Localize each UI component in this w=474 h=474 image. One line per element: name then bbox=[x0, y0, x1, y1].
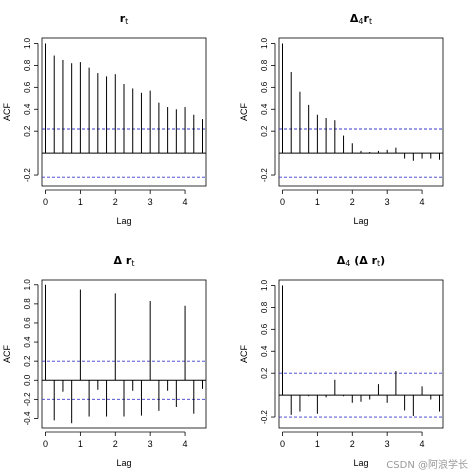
title-part: r bbox=[120, 12, 126, 25]
title-part: (Δ bbox=[350, 254, 371, 267]
y-tick-label: 0.6 bbox=[260, 323, 269, 335]
y-tick-label: 0.8 bbox=[260, 301, 269, 313]
panel-title: Δ rt bbox=[114, 254, 135, 268]
x-tick-label: 0 bbox=[43, 439, 48, 449]
title-part: ) bbox=[380, 254, 385, 267]
y-tick-label: 0.4 bbox=[260, 103, 269, 115]
y-tick-label: -0.4 bbox=[23, 411, 32, 425]
y-tick-label: -0.2 bbox=[260, 168, 269, 182]
plot-frame bbox=[41, 37, 207, 187]
y-tick-label: 0.6 bbox=[23, 81, 32, 93]
y-tick-label: 0.8 bbox=[23, 59, 32, 71]
x-tick-label: 4 bbox=[420, 439, 425, 449]
y-tick-label: 0.2 bbox=[260, 367, 269, 379]
title-subscript: 4 bbox=[358, 17, 363, 26]
title-part: r bbox=[372, 254, 378, 267]
acf-panel-3: Δ rt 0 1 2 3 4 Lag -0.4 -0.2 0.0 0.2 0.4 0.6 0.8 1.0 AC… bbox=[2, 254, 207, 468]
panel-title: rt bbox=[120, 12, 129, 26]
title-part: Δ bbox=[337, 254, 346, 267]
y-tick-label: -0.2 bbox=[23, 392, 32, 406]
title-subscript: t bbox=[125, 17, 128, 26]
y-tick-label: 1.0 bbox=[260, 279, 269, 291]
y-tick-label: 0.2 bbox=[260, 125, 269, 137]
x-tick-label: 3 bbox=[148, 439, 153, 449]
x-tick-label: 3 bbox=[148, 197, 153, 207]
title-subscript: t bbox=[377, 259, 380, 268]
y-tick-label: 0.2 bbox=[23, 125, 32, 137]
y-tick-label: 0.4 bbox=[260, 345, 269, 357]
x-tick-label: 1 bbox=[315, 439, 320, 449]
y-tick-label: 0.8 bbox=[260, 59, 269, 71]
plot-frame bbox=[278, 279, 444, 429]
plot-frame bbox=[278, 37, 444, 187]
panel-title: Δ4rt bbox=[350, 12, 372, 26]
title-subscript: t bbox=[369, 17, 372, 26]
plot-frame bbox=[41, 279, 207, 429]
y-tick-label: 0.0 bbox=[23, 374, 32, 386]
x-tick-label: 0 bbox=[43, 197, 48, 207]
x-tick-label: 2 bbox=[113, 197, 118, 207]
y-tick-label: 1.0 bbox=[23, 279, 32, 291]
y-axis-label: ACF bbox=[2, 102, 12, 121]
x-axis-label: Lag bbox=[116, 216, 131, 226]
x-tick-label: 4 bbox=[420, 197, 425, 207]
y-tick-label: 0.4 bbox=[23, 103, 32, 115]
y-tick-label: -0.2 bbox=[260, 410, 269, 424]
x-tick-label: 4 bbox=[183, 439, 188, 449]
x-tick-label: 2 bbox=[350, 439, 355, 449]
title-subscript: t bbox=[131, 259, 134, 268]
acf-panel-1: rt 0 1 2 3 4 Lag -0.2 0.2 0.4 0.6 0.8 1.0 ACF bbox=[2, 12, 207, 226]
x-tick-label: 1 bbox=[78, 439, 83, 449]
y-axis-label: ACF bbox=[239, 344, 249, 363]
title-part: r bbox=[126, 254, 132, 267]
panel-title: Δ4 (Δ rt) bbox=[337, 254, 385, 268]
x-tick-label: 4 bbox=[183, 197, 188, 207]
y-tick-label: 1.0 bbox=[260, 37, 269, 49]
x-tick-label: 2 bbox=[350, 197, 355, 207]
y-tick-label: -0.2 bbox=[23, 168, 32, 182]
x-tick-label: 3 bbox=[385, 197, 390, 207]
x-tick-label: 3 bbox=[385, 439, 390, 449]
title-part: Δ bbox=[350, 12, 359, 25]
title-part: r bbox=[364, 12, 370, 25]
x-tick-label: 2 bbox=[113, 439, 118, 449]
y-tick-label: 0.2 bbox=[23, 355, 32, 367]
y-tick-label: 1.0 bbox=[23, 37, 32, 49]
y-tick-label: 0.8 bbox=[23, 298, 32, 310]
x-tick-label: 1 bbox=[78, 197, 83, 207]
x-tick-label: 1 bbox=[315, 197, 320, 207]
y-tick-label: 0.6 bbox=[23, 317, 32, 329]
y-tick-label: 0.6 bbox=[260, 81, 269, 93]
title-part: Δ bbox=[114, 254, 126, 267]
x-axis-label: Lag bbox=[353, 216, 368, 226]
y-axis-label: ACF bbox=[2, 344, 12, 363]
y-axis-label: ACF bbox=[239, 102, 249, 121]
x-axis-label: Lag bbox=[353, 458, 368, 468]
watermark: CSDN @阿浪学长 bbox=[386, 460, 468, 471]
x-tick-label: 0 bbox=[280, 439, 285, 449]
x-axis-label: Lag bbox=[116, 458, 131, 468]
title-subscript: 4 bbox=[345, 259, 350, 268]
y-tick-label: 0.4 bbox=[23, 336, 32, 348]
x-tick-label: 0 bbox=[280, 197, 285, 207]
